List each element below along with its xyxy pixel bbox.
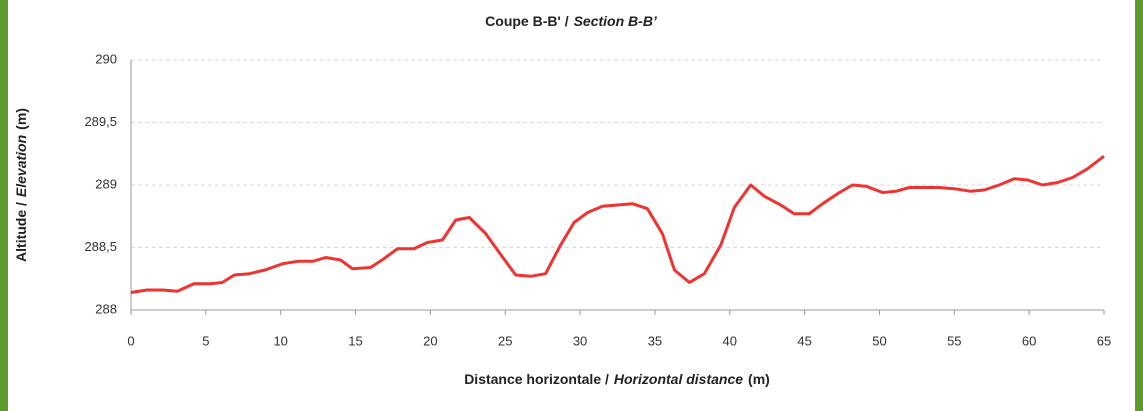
x-tick-label: 60	[1022, 333, 1036, 348]
xlabel-en: Horizontal distance	[614, 371, 743, 387]
x-tick-label: 25	[498, 333, 512, 348]
y-tick-label: 289	[95, 176, 117, 191]
title-fr: Coupe B-B' /	[485, 13, 569, 29]
x-tick-label: 50	[872, 333, 886, 348]
y-tick-label: 289,5	[84, 114, 117, 129]
x-tick-label: 5	[202, 333, 209, 348]
x-tick-label: 15	[348, 333, 362, 348]
x-tick-label: 20	[423, 333, 437, 348]
ylabel-fr: Altitude /	[13, 202, 29, 262]
x-tick-label: 40	[723, 333, 737, 348]
x-tick-label: 45	[797, 333, 811, 348]
title-en: Section B-B’	[574, 13, 658, 29]
x-tick-label: 35	[648, 333, 662, 348]
y-tick-label: 288,5	[84, 239, 117, 254]
line	[130, 155, 1105, 294]
x-tick-label: 65	[1097, 333, 1111, 348]
xlabel-unit: (m)	[748, 371, 770, 387]
panel	[8, 0, 1135, 411]
xlabel-fr: Distance horizontale /	[464, 371, 609, 387]
y-axis-label: Altitude / Elevation (m)	[13, 108, 29, 262]
x-axis-label: Distance horizontale / Horizontal distanc…	[464, 371, 770, 387]
y-tick-label: 290	[95, 51, 117, 66]
x-tick-label: 55	[947, 333, 961, 348]
x-tick-label: 30	[573, 333, 587, 348]
ylabel-en: Elevation	[13, 135, 29, 197]
x-tick-label: 10	[273, 333, 287, 348]
x-tick-label: 0	[127, 333, 134, 348]
chart-title: Coupe B-B' / Section B-B’	[485, 13, 658, 29]
ylabel-unit: (m)	[13, 108, 29, 130]
y-tick-label: 288	[95, 301, 117, 316]
